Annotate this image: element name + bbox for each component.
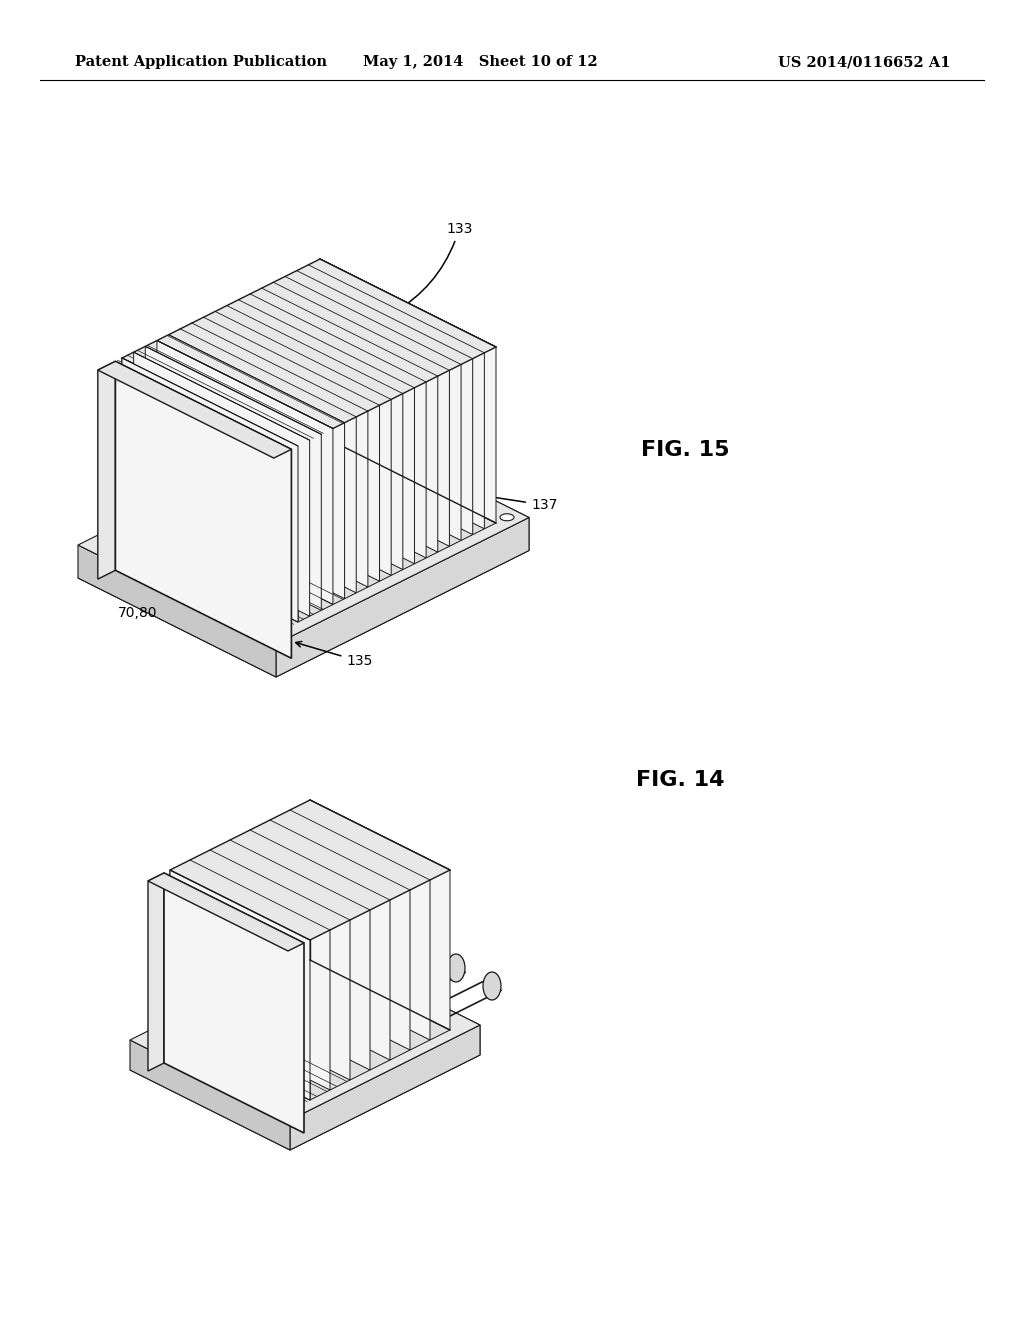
Ellipse shape — [104, 546, 118, 554]
Polygon shape — [310, 800, 450, 1030]
Polygon shape — [319, 945, 480, 1055]
Polygon shape — [262, 288, 438, 552]
Text: 131: 131 — [233, 871, 356, 956]
Polygon shape — [148, 873, 164, 1071]
Text: 133: 133 — [395, 222, 472, 312]
Polygon shape — [191, 323, 368, 587]
Ellipse shape — [335, 432, 349, 438]
Text: US 2014/0116652 A1: US 2014/0116652 A1 — [777, 55, 950, 69]
Polygon shape — [308, 265, 484, 529]
Polygon shape — [140, 450, 414, 586]
Polygon shape — [122, 436, 496, 622]
Text: FIG. 15: FIG. 15 — [641, 440, 729, 459]
Ellipse shape — [264, 1012, 276, 1018]
Ellipse shape — [269, 630, 283, 636]
Polygon shape — [78, 418, 529, 644]
Polygon shape — [239, 300, 415, 564]
Polygon shape — [270, 820, 410, 1049]
Polygon shape — [78, 545, 276, 677]
Polygon shape — [134, 352, 309, 616]
Polygon shape — [358, 438, 378, 469]
Ellipse shape — [181, 585, 195, 593]
Polygon shape — [169, 335, 345, 599]
Text: Patent Application Publication: Patent Application Publication — [75, 55, 327, 69]
Polygon shape — [215, 487, 488, 623]
Polygon shape — [204, 317, 380, 581]
Polygon shape — [431, 475, 451, 504]
Text: 131: 131 — [203, 381, 326, 475]
Polygon shape — [387, 977, 406, 1012]
Polygon shape — [130, 1040, 290, 1150]
Polygon shape — [180, 329, 356, 593]
Text: 70,80: 70,80 — [118, 606, 158, 620]
Ellipse shape — [334, 1047, 346, 1053]
Polygon shape — [215, 312, 391, 576]
Ellipse shape — [483, 972, 501, 1001]
Polygon shape — [290, 810, 430, 1040]
Polygon shape — [170, 870, 310, 1100]
Polygon shape — [178, 469, 451, 605]
Polygon shape — [285, 276, 461, 540]
Text: 137: 137 — [451, 488, 557, 512]
Text: FIG. 14: FIG. 14 — [636, 770, 724, 789]
Ellipse shape — [417, 1006, 429, 1011]
Polygon shape — [273, 282, 450, 546]
Text: 135: 135 — [296, 642, 373, 668]
Polygon shape — [190, 861, 330, 1090]
Polygon shape — [148, 873, 304, 950]
Polygon shape — [170, 800, 450, 940]
Polygon shape — [276, 517, 529, 677]
Polygon shape — [290, 1026, 480, 1150]
Polygon shape — [105, 432, 378, 569]
Polygon shape — [122, 358, 298, 622]
Polygon shape — [78, 451, 529, 677]
Ellipse shape — [412, 470, 426, 477]
Ellipse shape — [251, 1088, 263, 1094]
Polygon shape — [122, 358, 298, 622]
Polygon shape — [393, 457, 414, 486]
Polygon shape — [227, 306, 402, 570]
Text: May 1, 2014   Sheet 10 of 12: May 1, 2014 Sheet 10 of 12 — [362, 55, 597, 69]
Polygon shape — [250, 830, 390, 1060]
Polygon shape — [145, 346, 322, 610]
Polygon shape — [250, 294, 426, 558]
Polygon shape — [469, 494, 488, 524]
Polygon shape — [230, 840, 370, 1071]
Polygon shape — [331, 418, 529, 550]
Polygon shape — [98, 362, 292, 458]
Polygon shape — [122, 259, 496, 446]
Polygon shape — [351, 958, 369, 994]
Polygon shape — [130, 945, 480, 1119]
Polygon shape — [297, 271, 473, 535]
Ellipse shape — [181, 1053, 193, 1059]
Ellipse shape — [411, 936, 429, 964]
Ellipse shape — [500, 513, 514, 521]
Ellipse shape — [447, 954, 465, 982]
Polygon shape — [157, 341, 333, 605]
Polygon shape — [98, 362, 116, 579]
Text: 70,80: 70,80 — [375, 974, 415, 987]
Polygon shape — [116, 362, 292, 659]
Polygon shape — [319, 259, 496, 523]
Polygon shape — [170, 960, 450, 1100]
Polygon shape — [130, 975, 480, 1150]
Polygon shape — [170, 870, 310, 1100]
Ellipse shape — [347, 970, 359, 977]
Polygon shape — [423, 994, 441, 1031]
Polygon shape — [164, 873, 304, 1133]
Polygon shape — [210, 850, 350, 1080]
